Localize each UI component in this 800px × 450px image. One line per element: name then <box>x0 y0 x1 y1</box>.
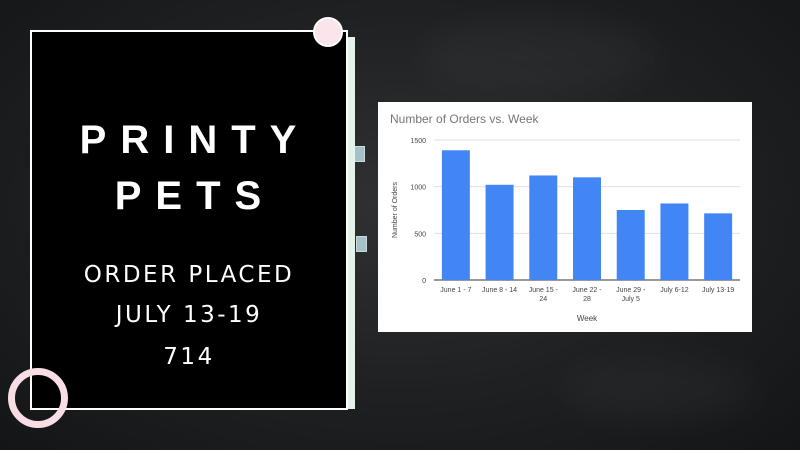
pin-circle-decoration <box>313 17 343 47</box>
brand-line-2: PETS <box>114 174 276 218</box>
chart-title: Number of Orders vs. Week <box>390 112 539 126</box>
x-tick-label: June 8 - 14 <box>482 287 517 294</box>
brand-line-1: PRINTY <box>79 118 311 162</box>
poster-card: PRINTY PETS ORDER PLACED JULY 13-19 714 <box>30 30 348 410</box>
x-tick-label: June 29 -July 5 <box>616 287 646 303</box>
x-axis-label: Week <box>577 314 598 323</box>
bar <box>704 213 733 280</box>
info-line-3: 714 <box>163 344 215 370</box>
bar <box>660 203 689 280</box>
x-tick-label: June 22 -28 <box>572 287 602 303</box>
info-line-2: JULY 13-19 <box>115 302 263 328</box>
bar <box>529 175 558 280</box>
bar-chart: 0 500 1000 1500 June 1 - 7 June 8 - 14 June 15… <box>392 138 740 323</box>
crystal-decoration <box>356 236 367 252</box>
bar <box>441 150 470 280</box>
y-tick-label: 1000 <box>410 185 426 192</box>
y-tick-label: 500 <box>414 231 426 238</box>
bar <box>485 184 514 280</box>
x-tick-label: June 1 - 7 <box>440 287 471 294</box>
y-tick-label: 0 <box>422 278 426 285</box>
chart-card: Number of Orders vs. Week 0 500 1000 1500 Ju… <box>378 102 752 332</box>
ring-decoration <box>8 368 68 428</box>
y-axis-label: Number of Orders <box>392 181 399 238</box>
crystal-decoration <box>354 146 365 162</box>
y-tick-label: 1500 <box>410 138 426 145</box>
x-tick-label: June 15 -24 <box>529 287 559 303</box>
x-tick-label: July 6-12 <box>660 287 689 294</box>
bar <box>616 210 645 280</box>
info-line-1: ORDER PLACED <box>83 262 295 288</box>
x-tick-label: July 13-19 <box>702 287 734 294</box>
bar <box>573 177 601 280</box>
